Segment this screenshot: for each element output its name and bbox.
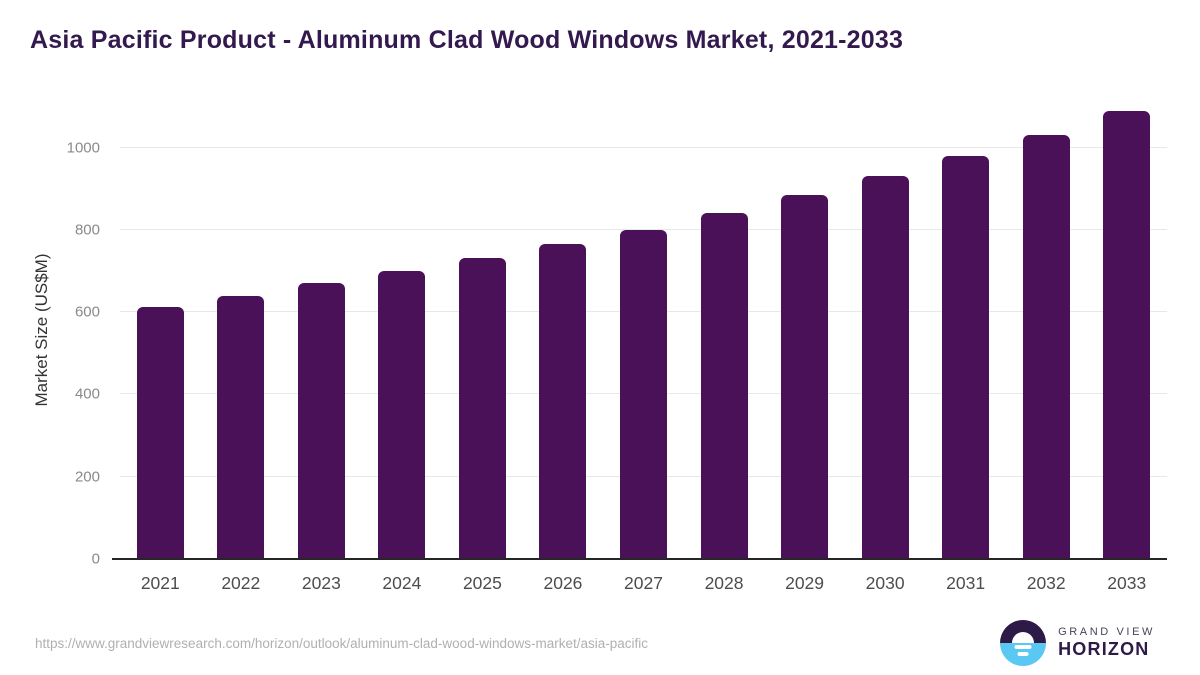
x-tick-label-2022: 2022 bbox=[221, 573, 261, 593]
y-axis-title: Market Size (US$M) bbox=[32, 253, 51, 407]
x-tick-label-2033: 2033 bbox=[1107, 573, 1147, 593]
x-tick-label-2027: 2027 bbox=[624, 573, 663, 593]
logo-text: GRAND VIEW HORIZON bbox=[1058, 626, 1155, 659]
x-tick-label-2029: 2029 bbox=[785, 573, 825, 593]
chart-title: Asia Pacific Product - Aluminum Clad Woo… bbox=[30, 26, 904, 54]
horizon-sunset-logo-icon bbox=[1000, 620, 1047, 666]
bar-2021[interactable] bbox=[136, 307, 184, 559]
bar-2022[interactable] bbox=[217, 295, 265, 559]
y-tick-label-600: 600 bbox=[74, 303, 100, 321]
x-tick-label-2028: 2028 bbox=[704, 573, 744, 593]
x-tick-label-2030: 2030 bbox=[865, 573, 905, 593]
x-tick-label-2026: 2026 bbox=[543, 573, 583, 593]
gridline-800 bbox=[120, 228, 1167, 230]
x-tick-label-2031: 2031 bbox=[946, 573, 986, 593]
bar-2031[interactable] bbox=[942, 155, 990, 559]
bar-2023[interactable] bbox=[297, 283, 345, 559]
x-axis-line bbox=[112, 558, 1167, 560]
bar-2028[interactable] bbox=[700, 213, 748, 559]
y-tick-label-0: 0 bbox=[91, 550, 100, 568]
logo-reflection-line-2 bbox=[1017, 652, 1029, 656]
footer: https://www.grandviewresearch.com/horizo… bbox=[35, 618, 1155, 668]
x-tick-label-2023: 2023 bbox=[301, 573, 341, 593]
logo-reflection-line-1 bbox=[1014, 645, 1032, 649]
y-tick-label-200: 200 bbox=[74, 468, 100, 486]
bar-2033[interactable] bbox=[1103, 110, 1151, 559]
bar-2032[interactable] bbox=[1022, 134, 1070, 559]
logo-sun-shape bbox=[1012, 632, 1035, 643]
x-tick-label-2025: 2025 bbox=[462, 573, 502, 593]
bar-2024[interactable] bbox=[378, 271, 426, 559]
x-tick-label-2024: 2024 bbox=[382, 573, 422, 593]
bar-2030[interactable] bbox=[861, 176, 909, 559]
logo-horizon-text: HORIZON bbox=[1058, 638, 1150, 659]
y-tick-label-400: 400 bbox=[74, 385, 100, 403]
y-tick-label-1000: 1000 bbox=[66, 139, 100, 157]
source-url: https://www.grandviewresearch.com/horizo… bbox=[35, 635, 648, 651]
x-tick-label-2021: 2021 bbox=[140, 573, 180, 593]
gridline-1000 bbox=[120, 146, 1167, 148]
y-tick-label-800: 800 bbox=[74, 221, 100, 239]
bar-2025[interactable] bbox=[458, 258, 506, 559]
plot-area: 0 200 400 600 800 1000 2021 2022 2023 2024 2025 20… bbox=[67, 100, 1167, 593]
logo-grand-view-text: GRAND VIEW bbox=[1058, 626, 1155, 639]
x-tick-label-2032: 2032 bbox=[1026, 573, 1066, 593]
bar-2026[interactable] bbox=[539, 243, 587, 559]
brand-logo: GRAND VIEW HORIZON bbox=[1000, 620, 1155, 666]
bar-2027[interactable] bbox=[620, 229, 667, 559]
bar-2029[interactable] bbox=[781, 195, 829, 559]
